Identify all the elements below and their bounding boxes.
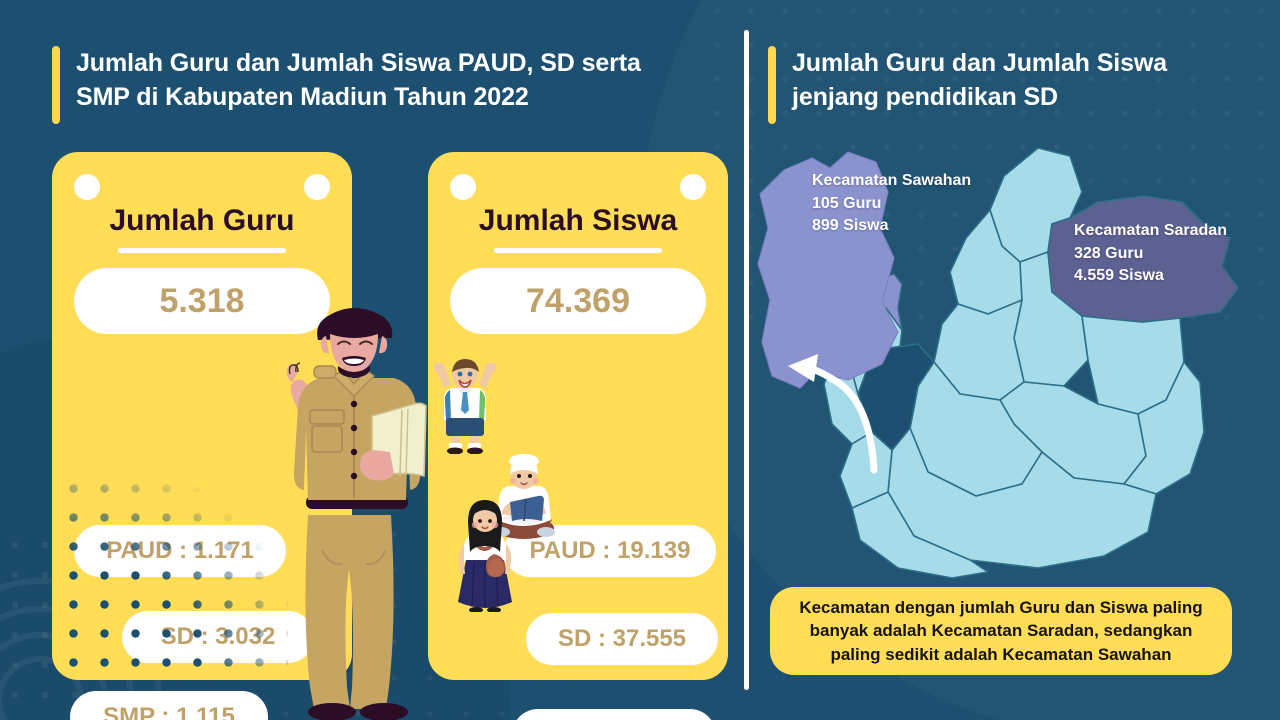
curved-arrow-head-icon (788, 354, 818, 382)
student-reading-illustration (492, 454, 555, 539)
map-district-dolopo (851, 491, 989, 579)
curved-arrow-icon (804, 364, 878, 474)
left-title-block: Jumlah Guru dan Jumlah Siswa PAUD, SD se… (52, 46, 641, 124)
map-district-saradan (1047, 195, 1239, 323)
right-title-text: Jumlah Guru dan Jumlah Siswa jenjang pen… (792, 49, 1168, 111)
card-siswa-underline (494, 248, 662, 253)
right-title-accent-bar (768, 46, 776, 124)
map-label-sawahan: Kecamatan Sawahan 105 Guru 899 Siswa (812, 172, 972, 235)
card-siswa-total: 74.369 (450, 268, 706, 334)
card-siswa-row-sd: SD : 37.555 (526, 613, 718, 665)
card-guru-underline (118, 248, 286, 253)
map-callout-sawahan-shape (757, 151, 899, 389)
card-hole-left-icon (450, 174, 476, 200)
card-siswa-title: Jumlah Siswa (478, 204, 678, 237)
left-title-text: Jumlah Guru dan Jumlah Siswa PAUD, SD se… (76, 49, 641, 111)
left-title-accent-bar (52, 46, 60, 124)
right-title-block: Jumlah Guru dan Jumlah Siswa jenjang pen… (768, 46, 1167, 124)
card-siswa-row-smp: SMP : 17.675 (512, 709, 716, 720)
student-girl-illustration (458, 500, 512, 612)
map-label-saradan: Kecamatan Saradan 328 Guru 4.559 Siswa (1074, 222, 1227, 285)
card-guru-row-paud: PAUD : 1.171 (74, 525, 286, 577)
teacher-illustration (286, 308, 427, 720)
vertical-divider (744, 30, 749, 690)
card-guru-title: Jumlah Guru (109, 204, 295, 237)
card-hole-left-icon (74, 174, 100, 200)
card-guru-total: 5.318 (74, 268, 330, 334)
kabupaten-madiun-map (757, 147, 1239, 579)
map-caption-text: Kecamatan dengan jumlah Guru dan Siswa p… (799, 597, 1203, 664)
map-caption-box: Kecamatan dengan jumlah Guru dan Siswa p… (770, 587, 1232, 675)
map-district-wungu (1123, 361, 1205, 495)
card-hole-right-icon (680, 174, 706, 200)
student-boy-illustration (434, 359, 496, 454)
card-guru-row-smp: SMP : 1.115 (70, 691, 268, 720)
card-hole-right-icon (304, 174, 330, 200)
